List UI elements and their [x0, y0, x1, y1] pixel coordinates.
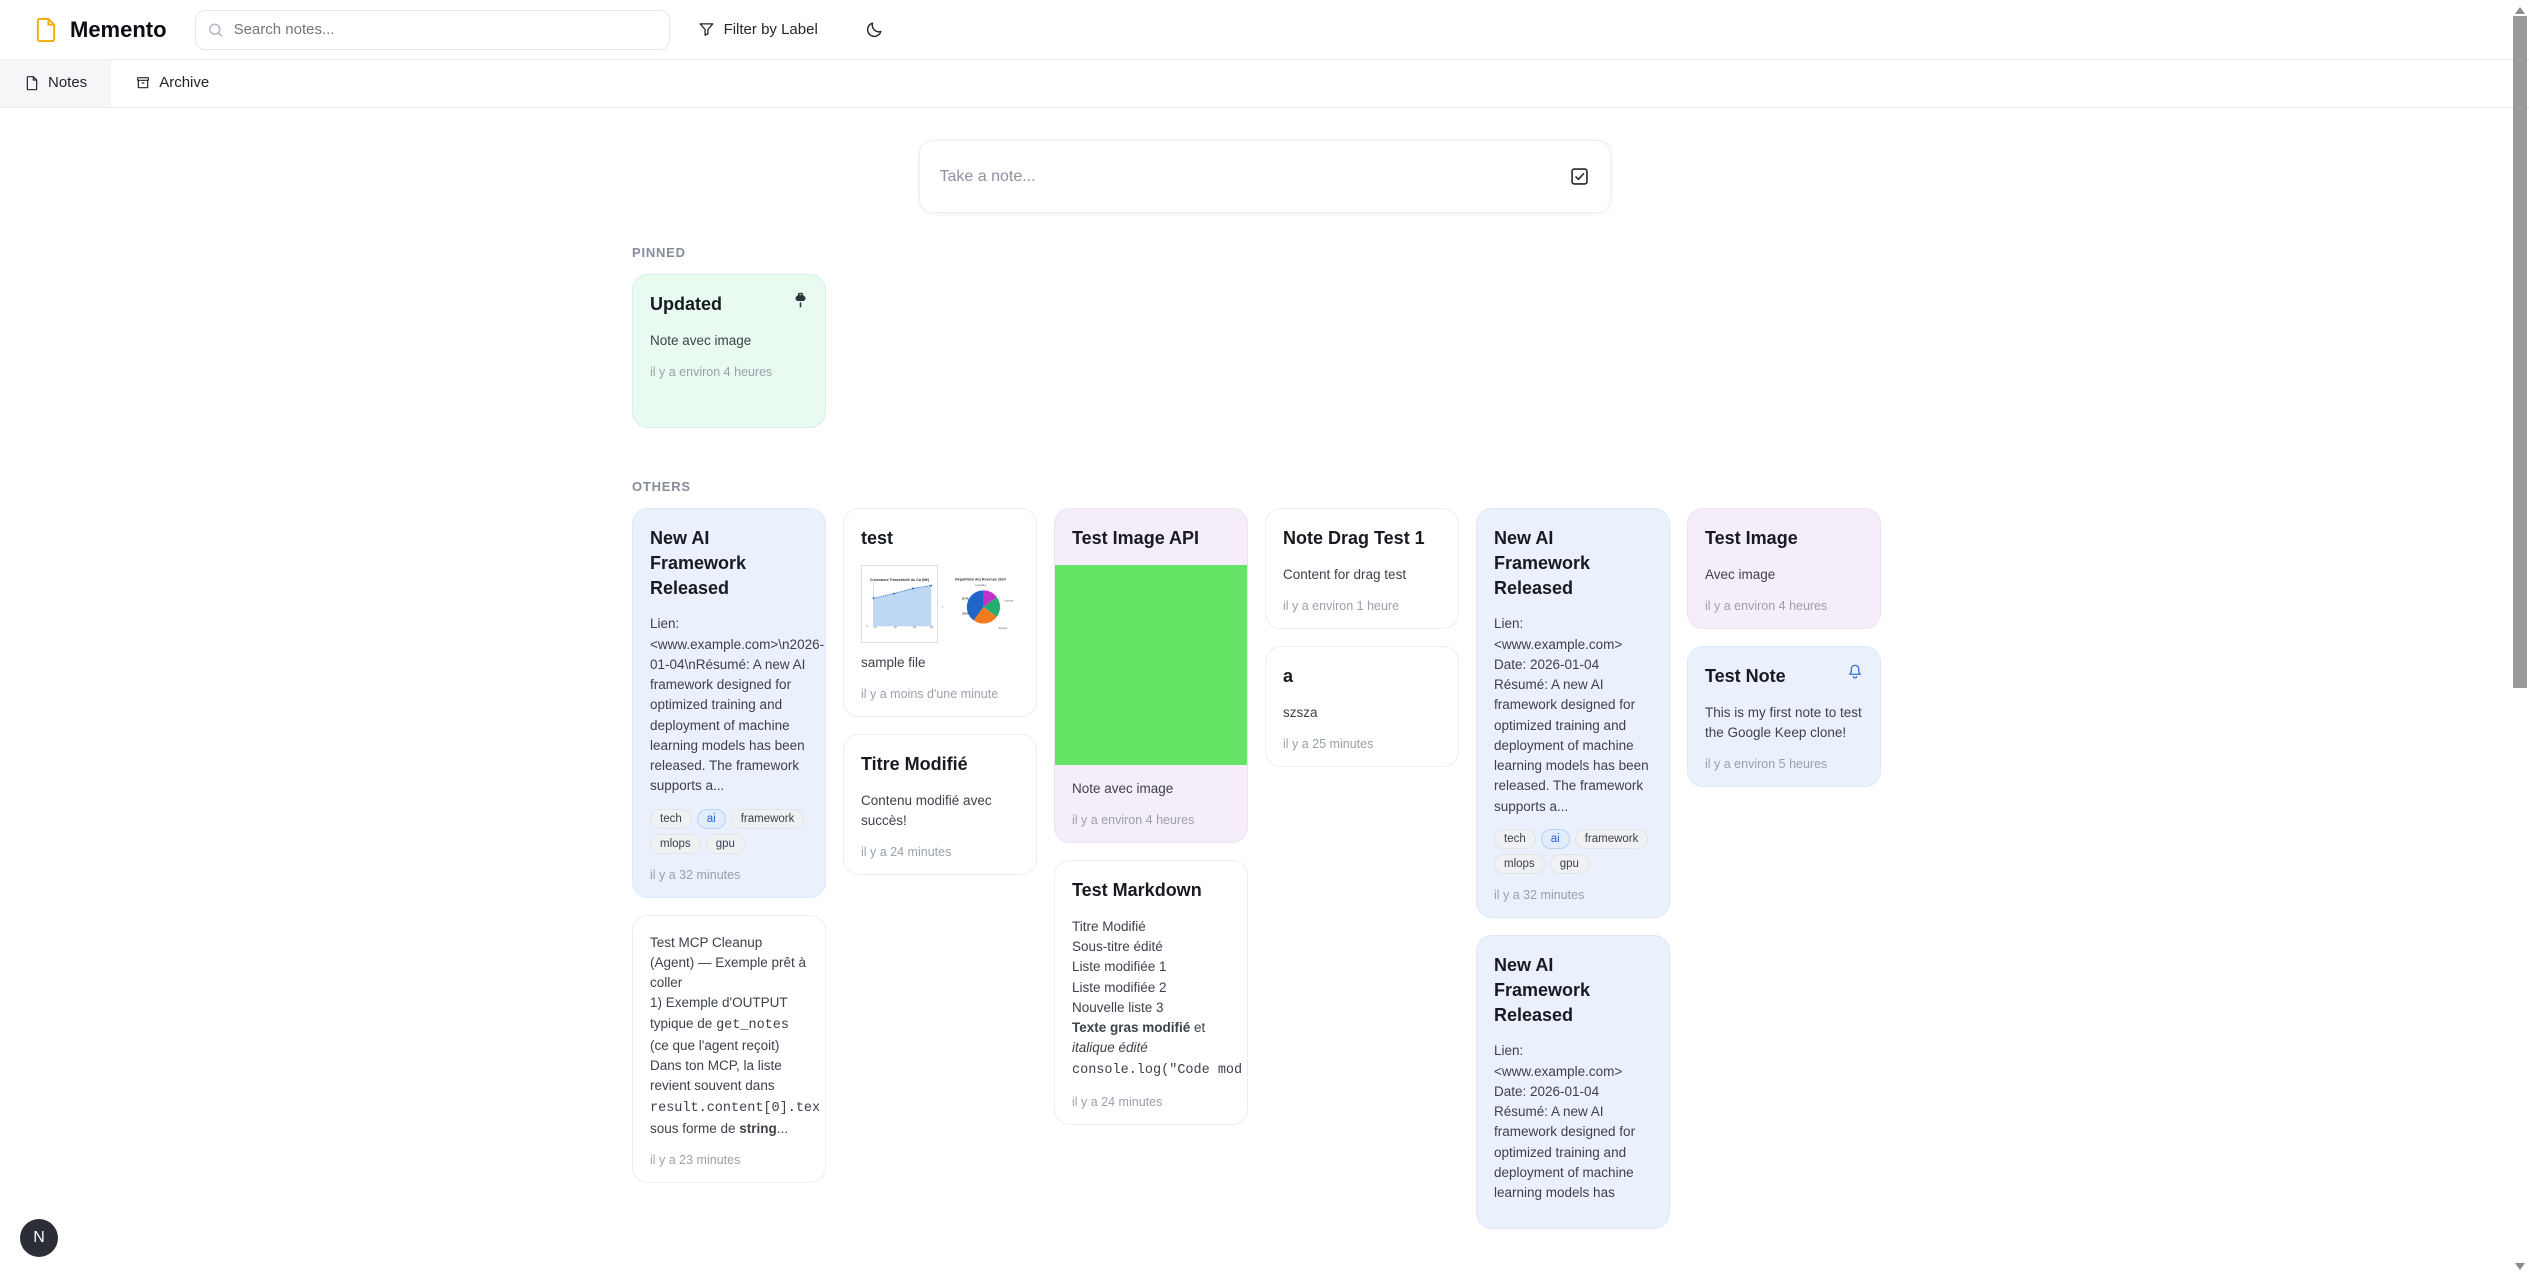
- svg-text:Q2: Q2: [894, 627, 898, 629]
- svg-text:Q1: Q1: [874, 627, 878, 629]
- svg-text:Croissance Trimestrielle du CA: Croissance Trimestrielle du CA (M€): [870, 578, 929, 582]
- svg-text:Consulting: Consulting: [975, 584, 987, 587]
- svg-text:Produits: Produits: [942, 605, 944, 608]
- svg-text:Licences: Licences: [1004, 599, 1014, 602]
- svg-text:18.4%: 18.4%: [962, 597, 970, 600]
- svg-text:Q3: Q3: [913, 627, 917, 629]
- svg-text:Q4: Q4: [930, 627, 934, 629]
- svg-text:25.6%: 25.6%: [962, 612, 970, 615]
- svg-text:Services: Services: [998, 627, 1008, 630]
- svg-text:Répartition des Revenus 2024: Répartition des Revenus 2024: [955, 577, 1005, 581]
- svg-text:0: 0: [867, 626, 869, 628]
